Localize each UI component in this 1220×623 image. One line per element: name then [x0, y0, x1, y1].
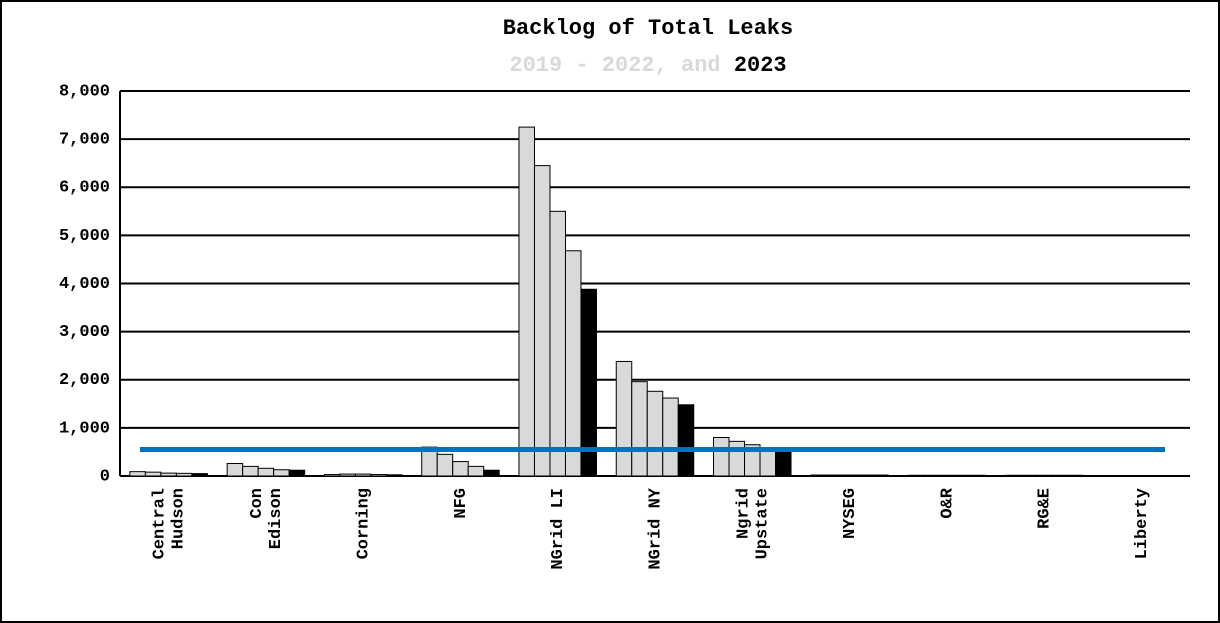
- bar: [191, 473, 208, 477]
- bar: [759, 448, 777, 477]
- bar: [1035, 474, 1053, 477]
- x-tick-label: NGrid LI: [549, 488, 568, 570]
- x-tick-label-group: NGrid LI: [549, 488, 568, 570]
- bar: [549, 210, 566, 477]
- bar: [160, 472, 177, 477]
- bar: [580, 288, 597, 477]
- x-tick-label: Ngrid: [734, 488, 753, 539]
- bar: [841, 474, 858, 477]
- y-tick-label: 6,000: [59, 179, 110, 198]
- bar: [810, 474, 827, 477]
- bar: [370, 474, 387, 477]
- x-tick-label-group: O&R: [938, 487, 957, 518]
- bar: [175, 472, 193, 477]
- x-tick-label-group: Corning: [355, 488, 374, 559]
- bar: [938, 474, 956, 477]
- bar: [483, 469, 500, 477]
- subtitle-part: 2023: [734, 53, 787, 78]
- bar: [615, 360, 633, 477]
- x-tick-label: Hudson: [170, 488, 189, 549]
- bar: [1051, 474, 1068, 477]
- chart-subtitle: 2019 - 2022, and 2023: [509, 53, 786, 78]
- x-tick-label: Upstate: [753, 488, 772, 559]
- bar: [226, 462, 244, 477]
- bar: [436, 453, 454, 477]
- bar: [273, 469, 290, 477]
- bar: [129, 471, 146, 477]
- bar: [969, 474, 987, 477]
- bar: [467, 465, 485, 477]
- bar: [144, 471, 162, 477]
- x-tick-label: Con: [248, 488, 267, 519]
- y-tick-label: 4,000: [59, 275, 110, 294]
- bar: [564, 250, 582, 477]
- x-tick-label: Liberty: [1133, 488, 1152, 559]
- y-tick-label: 5,000: [59, 227, 110, 246]
- x-tick-label-group: Con Edison: [248, 488, 286, 549]
- bar: [713, 437, 730, 477]
- bar: [728, 440, 746, 477]
- bar: [954, 474, 971, 477]
- bar: [339, 473, 356, 477]
- x-tick-label: NGrid NY: [646, 487, 665, 569]
- y-tick-label: 3,000: [59, 323, 110, 342]
- x-tick-label-group: Liberty: [1133, 488, 1152, 559]
- bar: [1004, 474, 1022, 477]
- bar: [646, 390, 664, 477]
- bar: [825, 474, 843, 477]
- bar: [1020, 474, 1037, 477]
- bar: [242, 465, 259, 477]
- x-tick-label-group: RG&E: [1036, 488, 1055, 529]
- bar: [923, 474, 940, 477]
- bar: [518, 126, 535, 477]
- bar: [257, 467, 275, 477]
- y-tick-label: 2,000: [59, 371, 110, 390]
- x-tick-label: Central: [151, 488, 170, 559]
- bar: [385, 474, 403, 477]
- bar: [323, 474, 341, 477]
- bar: [452, 461, 469, 477]
- chart-title: Backlog of Total Leaks: [503, 16, 793, 41]
- x-tick-label: RG&E: [1036, 488, 1055, 529]
- bar: [677, 404, 695, 477]
- bar: [354, 473, 372, 477]
- x-tick-label: Corning: [355, 488, 374, 559]
- y-tick-label: 8,000: [59, 82, 110, 101]
- y-tick-label: 7,000: [59, 131, 110, 150]
- x-tick-label: NFG: [452, 488, 471, 519]
- bar: [288, 469, 306, 477]
- bar: [662, 397, 679, 477]
- bar: [856, 474, 874, 477]
- x-tick-label-group: Ngrid Upstate: [734, 488, 772, 559]
- subtitle-part: 2019 - 2022, and: [509, 53, 720, 78]
- y-tick-label: 1,000: [59, 419, 110, 438]
- bar: [907, 474, 925, 477]
- bar: [631, 381, 648, 477]
- y-tick-label: 0: [100, 467, 110, 486]
- x-tick-label: Edison: [267, 488, 286, 549]
- x-tick-label: O&R: [938, 487, 957, 518]
- x-tick-label: NYSEG: [841, 488, 860, 539]
- bar: [533, 165, 551, 477]
- x-tick-label-group: Central Hudson: [151, 488, 189, 559]
- bar: [775, 449, 792, 477]
- x-tick-label-group: NGrid NY: [646, 487, 665, 569]
- x-tick-label-group: NFG: [452, 488, 471, 519]
- x-tick-label-group: NYSEG: [841, 488, 860, 539]
- bar: [872, 474, 889, 477]
- bar: [1066, 474, 1084, 477]
